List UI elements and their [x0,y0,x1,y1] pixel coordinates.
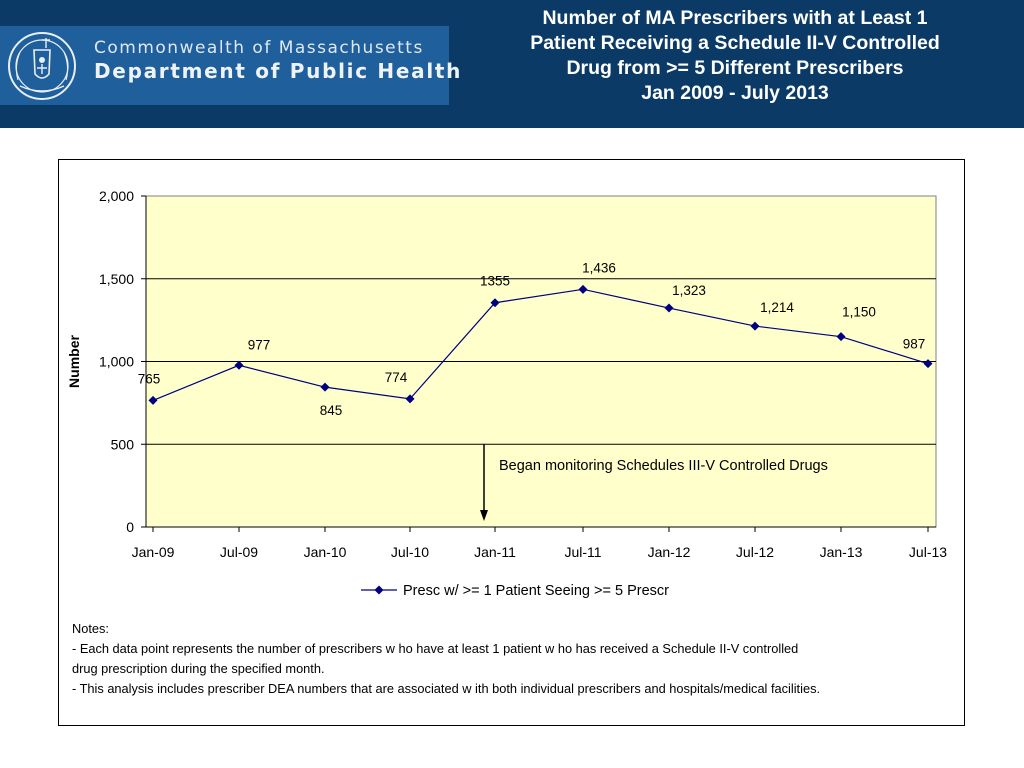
series-line [152,288,929,401]
data-label: 1,150 [842,305,876,320]
chart-notes: Notes: - Each data point represents the … [72,619,962,699]
data-point [578,284,588,294]
notes-line-1: - Each data point represents the number … [72,641,799,656]
data-point [836,332,846,342]
notes-line-3: - This analysis includes prescriber DEA … [72,681,821,696]
x-tick-label: Jan-10 [304,544,347,560]
data-point [234,360,244,370]
title-line-2: Patient Receiving a Schedule II-V Contro… [530,32,940,54]
x-tick-label: Jul-13 [909,544,947,560]
data-label: 1,436 [582,260,616,275]
data-label: 845 [320,403,343,418]
annotation-text: Began monitoring Schedules III-V Control… [499,458,828,474]
data-point [320,382,330,392]
data-label: 774 [385,370,408,385]
chart-frame: 0 500 1,000 1,500 2,000 Jan-09 Jul-09 Jan-10 Jul… [58,159,965,726]
x-tick-label: Jan-12 [648,544,691,560]
y-tick-label: 0 [126,519,134,535]
data-label: 1355 [480,274,510,289]
x-tick-label: Jul-10 [391,544,429,560]
logo-line-2: Department of Public Health [94,59,463,83]
x-tick-label: Jan-11 [474,544,516,560]
x-tick-label: Jan-09 [132,544,175,560]
data-label: 977 [248,337,271,352]
data-point [750,321,760,331]
x-tick-label: Jan-13 [820,544,863,560]
line-chart: 0 500 1,000 1,500 2,000 Jan-09 Jul-09 Jan-10 Jul… [66,188,947,599]
title-line-4: Jan 2009 - July 2013 [641,82,829,104]
dph-logo: Commonwealth of Massachusetts Department… [0,26,460,105]
notes-heading: Notes: [72,621,109,636]
data-point [664,303,674,313]
y-axis-title: Number [66,335,82,388]
x-tick-label: Jul-11 [564,544,601,560]
annotation-arrowhead [480,510,488,521]
x-tick-label: Jul-09 [220,544,258,560]
data-point [405,394,415,404]
data-point [923,359,933,369]
state-seal-icon [8,32,76,100]
legend-marker [374,585,384,595]
logo-line-1: Commonwealth of Massachusetts [94,38,424,58]
y-tick-label: 2,000 [99,188,134,204]
data-point [148,395,158,405]
data-label: 987 [903,337,926,352]
data-label: 765 [138,371,161,386]
data-label: 1,214 [760,300,794,315]
title-line-3: Drug from >= 5 Different Prescribers [566,57,904,79]
header-band: Commonwealth of Massachusetts Department… [0,0,1024,128]
notes-line-2: drug prescription during the specified m… [72,661,325,676]
x-tick-label: Jul-12 [736,544,774,560]
y-tick-label: 1,000 [99,354,134,370]
data-label: 1,323 [672,283,706,298]
y-tick-label: 1,500 [99,271,134,287]
data-point [490,298,500,308]
title-line-1: Number of MA Prescribers with at Least 1 [542,7,928,29]
y-tick-label: 500 [111,436,135,452]
legend-label: Presc w/ >= 1 Patient Seeing >= 5 Prescr [403,583,669,599]
slide-title: Number of MA Prescribers with at Least 1… [470,6,1000,106]
